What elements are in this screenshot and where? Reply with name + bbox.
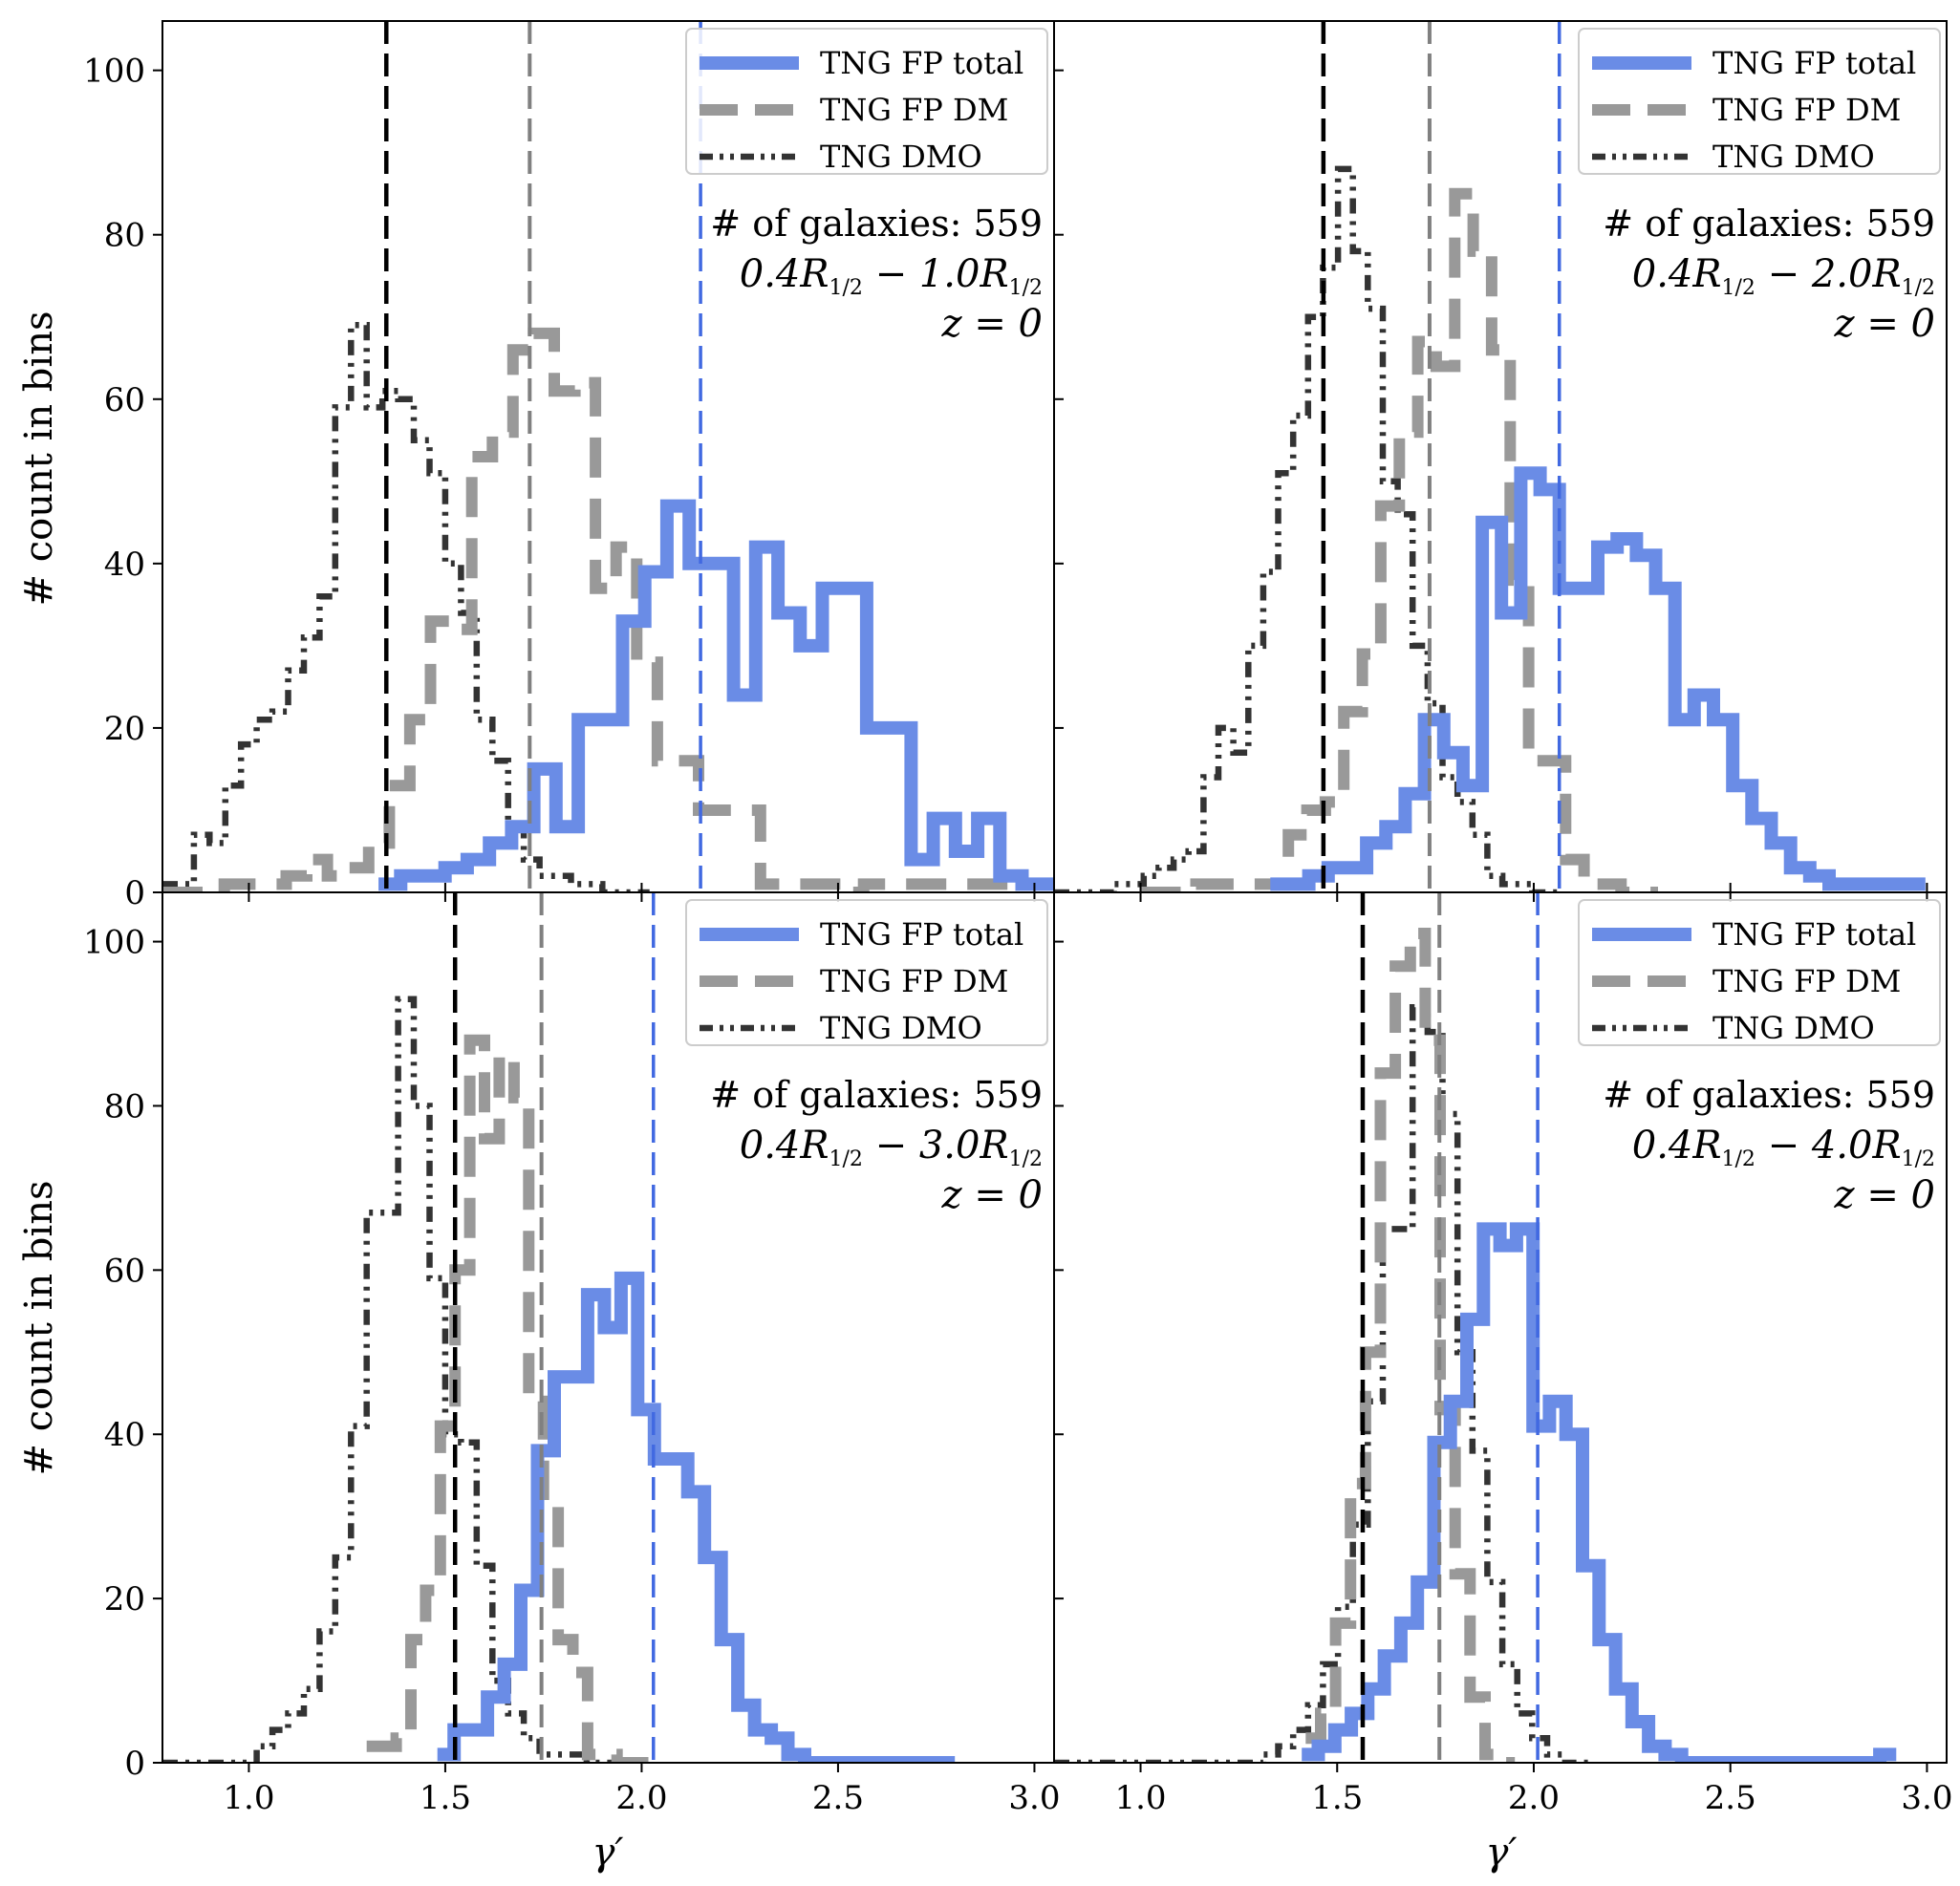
legend-label: TNG DMO (1712, 139, 1875, 175)
x-tick-label: 1.5 (420, 1779, 471, 1817)
y-axis-label-bottom: # count in bins (17, 1181, 61, 1476)
legend-label: TNG FP total (1712, 916, 1916, 953)
legend-label: TNG FP total (1712, 45, 1916, 81)
x-tick-label: 1.5 (1311, 1779, 1363, 1817)
redshift-label: z = 0 (1834, 1173, 1935, 1217)
histogram-fp-dm (162, 327, 1054, 892)
redshift-label: z = 0 (941, 1173, 1043, 1217)
histogram-fp-dm (1140, 187, 1658, 892)
legend: TNG FP total TNG FP DM TNG DMO (685, 899, 1048, 1046)
y-tick-label: 20 (104, 1580, 145, 1618)
legend: TNG FP total TNG FP DM TNG DMO (1578, 28, 1941, 175)
y-tick-label: 80 (104, 1087, 145, 1125)
y-tick-label: 100 (83, 924, 145, 962)
galaxy-count-label: # of galaxies: 559 (1603, 1074, 1935, 1116)
radius-range-label: 0.4R1/2 − 1.0R1/2 (740, 252, 1043, 300)
axes-frame (1053, 891, 1948, 1764)
galaxy-count-label: # of galaxies: 559 (710, 1074, 1043, 1116)
legend-label: TNG FP DM (1712, 92, 1901, 128)
x-tick-label: 2.5 (1705, 1779, 1756, 1817)
panel-top-right: TNG FP total TNG FP DM TNG DMO # of galaxie… (1053, 20, 1948, 902)
plot-area (162, 892, 956, 1763)
histogram-dmo (162, 322, 650, 892)
y-tick-label: 0 (124, 874, 145, 912)
x-tick-label: 2.0 (615, 1779, 667, 1817)
x-axis-label-left: γ′ (592, 1831, 624, 1875)
legend-label: TNG FP DM (820, 92, 1008, 128)
plot-area (1054, 21, 1926, 892)
redshift-label: z = 0 (941, 302, 1043, 346)
histogram-dmo (162, 996, 635, 1763)
y-axis-label-top: # count in bins (17, 311, 61, 607)
x-tick-label: 1.0 (1114, 1779, 1166, 1817)
y-tick-label: 60 (104, 1252, 145, 1290)
legend-label: TNG FP total (820, 45, 1023, 81)
x-axis-label-right: γ′ (1486, 1831, 1518, 1875)
legend-label: TNG DMO (820, 1010, 982, 1046)
legend: TNG FP total TNG FP DM TNG DMO (1578, 899, 1941, 1046)
redshift-label: z = 0 (1834, 302, 1935, 346)
legend-label: TNG DMO (1712, 1010, 1875, 1046)
histogram-fp-dm (366, 1034, 661, 1763)
y-tick-label: 80 (104, 217, 145, 255)
histogram-dmo (1054, 1004, 1592, 1763)
x-tick-label: 3.0 (1008, 1779, 1060, 1817)
galaxy-count-label: # of galaxies: 559 (1603, 203, 1935, 245)
legend-label: TNG FP DM (1712, 963, 1901, 999)
y-tick-label: 40 (104, 546, 145, 584)
x-tick-label: 1.0 (223, 1779, 274, 1817)
radius-range-label: 0.4R1/2 − 2.0R1/2 (1632, 252, 1935, 300)
radius-range-label: 0.4R1/2 − 4.0R1/2 (1632, 1124, 1935, 1171)
legend-label: TNG DMO (820, 139, 982, 175)
legend: TNG FP total TNG FP DM TNG DMO (685, 28, 1048, 175)
histogram-fp-dm (1305, 928, 1516, 1763)
y-tick-label: 60 (104, 381, 145, 419)
y-tick-label: 100 (83, 53, 145, 91)
x-tick-label: 2.5 (812, 1779, 864, 1817)
galaxy-count-label: # of galaxies: 559 (710, 203, 1043, 245)
panel-top-left: 0 20 40 60 80 100 TNG FP total TNG FP DM TNG DMO… (83, 20, 1055, 912)
x-tick-label: 2.0 (1508, 1779, 1560, 1817)
plot-area (162, 21, 1054, 892)
y-tick-label: 20 (104, 710, 145, 748)
legend-label: TNG FP DM (820, 963, 1008, 999)
plot-area (1054, 892, 1897, 1763)
y-tick-label: 0 (124, 1745, 145, 1783)
legend-label: TNG FP total (820, 916, 1023, 953)
x-tick-label: 3.0 (1901, 1779, 1952, 1817)
radius-range-label: 0.4R1/2 − 3.0R1/2 (740, 1124, 1043, 1171)
histogram-dmo (1054, 165, 1562, 892)
histogram-fp-total (437, 1271, 956, 1763)
histogram-fp-total (1270, 466, 1926, 891)
histogram-fp-total (1302, 1222, 1897, 1763)
histogram-fp-total (378, 499, 1054, 891)
y-tick-label: 40 (104, 1416, 145, 1454)
